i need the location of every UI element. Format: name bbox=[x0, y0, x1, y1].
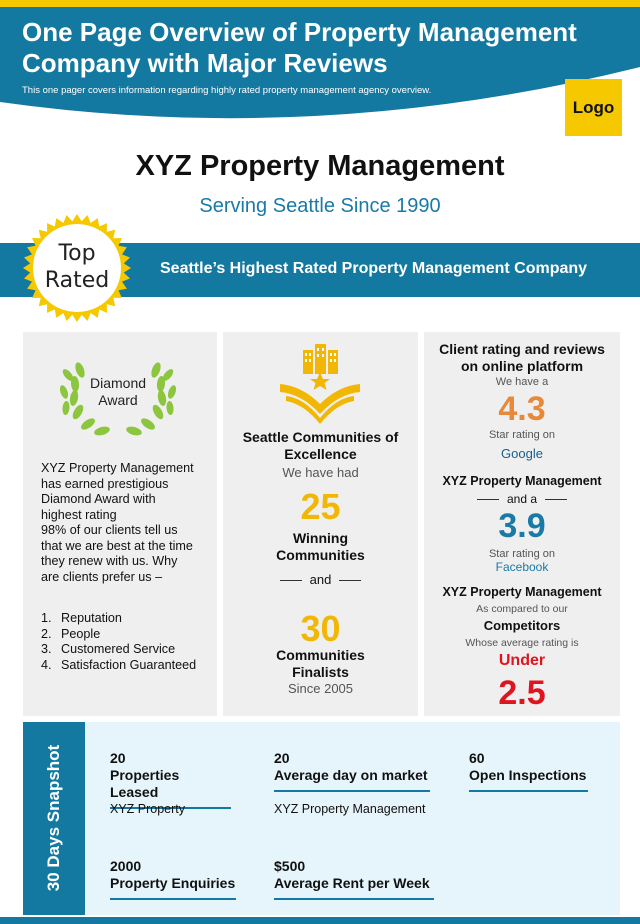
competitor-rating: 2.5 bbox=[498, 674, 546, 712]
list-number: 3. bbox=[41, 642, 52, 656]
winning-line-2: Communities bbox=[276, 547, 365, 563]
metric-label: Average Rent per Week bbox=[274, 875, 430, 891]
diamond-award-label: Diamond Award bbox=[58, 375, 178, 409]
communities-title: Seattle Communities of Excellence bbox=[223, 429, 418, 463]
metric-value: 20 bbox=[110, 750, 126, 766]
finalist-count: 30 bbox=[300, 608, 341, 649]
badge-line-1: Top bbox=[58, 241, 96, 266]
award-desc-line: are clients prefer us – bbox=[41, 569, 163, 584]
communities-panel: Seattle Communities of Excellence We hav… bbox=[223, 332, 418, 716]
ratings-panel: Client rating and reviews on online plat… bbox=[424, 332, 620, 716]
metric-value: 60 bbox=[469, 750, 485, 766]
winning-count: 25 bbox=[300, 486, 341, 527]
list-text: Satisfaction Guaranteed bbox=[61, 657, 197, 672]
list-item: 3. Customered Service bbox=[41, 642, 211, 658]
award-desc-line: XYZ Property Management bbox=[41, 461, 194, 475]
award-desc-line: 98% of our clients tell us bbox=[41, 523, 178, 537]
and-a-text: and a bbox=[506, 492, 538, 506]
award-desc-line: has earned prestigious bbox=[41, 476, 169, 491]
list-number: 4. bbox=[41, 657, 52, 672]
winning-label: Winning Communities bbox=[223, 530, 418, 564]
list-text: Customered Service bbox=[61, 642, 176, 656]
title-line-1: Seattle Communities of bbox=[242, 429, 399, 445]
logo-placeholder: Logo bbox=[565, 79, 622, 136]
award-line-2: Award bbox=[98, 392, 138, 408]
metric-property-enquiries: 2000 Property Enquiries bbox=[110, 858, 236, 900]
finalist-line-1: Communities bbox=[276, 647, 365, 663]
metric-value: 20 bbox=[274, 750, 290, 766]
competitors-label: Competitors bbox=[483, 618, 561, 633]
list-text: Reputation bbox=[61, 611, 122, 625]
award-desc-line: they renew with us. Why bbox=[41, 554, 178, 568]
metric-sub: XYZ Property Management bbox=[274, 802, 426, 816]
finalist-label: Communities Finalists bbox=[223, 647, 418, 681]
google-label: Google bbox=[501, 446, 543, 461]
banner-text: Seattle’s Highest Rated Property Managem… bbox=[160, 260, 588, 277]
connector-text: and bbox=[309, 572, 332, 587]
google-rating: 4.3 bbox=[498, 390, 546, 428]
we-have-text: We have a bbox=[495, 376, 549, 388]
snapshot-title: 30 Days Snapshot bbox=[44, 744, 63, 892]
star-rating-text: Star rating on bbox=[488, 548, 556, 560]
facebook-label: Facebook bbox=[495, 560, 549, 574]
facebook-rating: 3.9 bbox=[498, 507, 546, 545]
header-banner bbox=[0, 7, 640, 128]
company-label-2: XYZ Property Management bbox=[442, 585, 602, 599]
bottom-bar bbox=[0, 917, 640, 924]
list-item: 4. Satisfaction Guaranteed bbox=[41, 658, 211, 674]
metric-properties-leased: 20 Properties Leased bbox=[110, 750, 231, 809]
communities-intro: We have had bbox=[282, 465, 359, 480]
award-desc-line: Diamond Award with bbox=[41, 492, 156, 506]
connector: and bbox=[223, 572, 418, 587]
ratings-title: Client rating and reviews on online plat… bbox=[424, 341, 620, 375]
and-a-connector: and a bbox=[424, 492, 620, 506]
award-desc-line: that we are best at the time bbox=[41, 538, 193, 553]
list-text: People bbox=[61, 626, 101, 641]
top-rated-badge: Top Rated bbox=[22, 240, 132, 294]
compared-text: As compared to our bbox=[476, 603, 568, 615]
badge-line-2: Rated bbox=[44, 268, 110, 293]
snapshot-section bbox=[23, 722, 620, 915]
metric-open-inspections: 60 Open Inspections bbox=[469, 750, 588, 792]
metric-sub: XYZ Property bbox=[110, 802, 186, 816]
under-label: Under bbox=[498, 652, 546, 669]
company-label-1: XYZ Property Management bbox=[442, 474, 602, 488]
metric-label: Property Enquiries bbox=[110, 875, 236, 891]
reasons-list: 1. Reputation 2. People 3. Customered Servi… bbox=[41, 611, 211, 673]
metric-label: Average day on market bbox=[274, 767, 428, 783]
list-number: 2. bbox=[41, 626, 52, 641]
title-line-2: Excellence bbox=[284, 446, 357, 462]
winning-line-1: Winning bbox=[292, 530, 349, 546]
metric-average-day-on-market: 20 Average day on market bbox=[274, 750, 430, 792]
page-subtitle: This one pager covers information regard… bbox=[22, 85, 432, 96]
list-item: 1. Reputation bbox=[41, 611, 211, 627]
metric-label: Open Inspections bbox=[469, 767, 587, 783]
metric-value: 2000 bbox=[110, 858, 142, 874]
list-number: 1. bbox=[41, 611, 52, 625]
snapshot-side-bar bbox=[23, 722, 85, 915]
list-item: 2. People bbox=[41, 627, 211, 643]
since-text: Since 2005 bbox=[287, 681, 354, 696]
sunburst-badge-icon bbox=[23, 214, 131, 322]
whose-average-text: Whose average rating is bbox=[465, 637, 579, 649]
header-wave-decoration bbox=[0, 67, 640, 128]
award-description: XYZ Property Management has earned prest… bbox=[41, 461, 213, 585]
ratings-title-line-1: Client rating and reviews bbox=[439, 341, 605, 357]
award-desc-line: highest rating bbox=[41, 507, 117, 522]
metric-value: $500 bbox=[274, 858, 306, 874]
ratings-title-line-2: on online platform bbox=[460, 358, 584, 374]
award-panel bbox=[23, 332, 217, 716]
star-rating-text: Star rating on bbox=[488, 429, 556, 441]
top-accent-stripe bbox=[0, 0, 640, 7]
laurel-wreath-icon bbox=[59, 362, 177, 436]
metric-average-rent: $500 Average Rent per Week bbox=[274, 858, 434, 900]
buildings-book-icon bbox=[280, 344, 360, 424]
company-tagline: Serving Seattle Since 1990 bbox=[199, 195, 441, 217]
company-name: XYZ Property Management bbox=[135, 150, 505, 182]
award-line-1: Diamond bbox=[89, 375, 147, 391]
finalist-line-2: Finalists bbox=[292, 664, 349, 680]
metric-label: Properties Leased bbox=[110, 767, 180, 800]
page-title: One Page Overview of Property Management… bbox=[22, 17, 577, 78]
